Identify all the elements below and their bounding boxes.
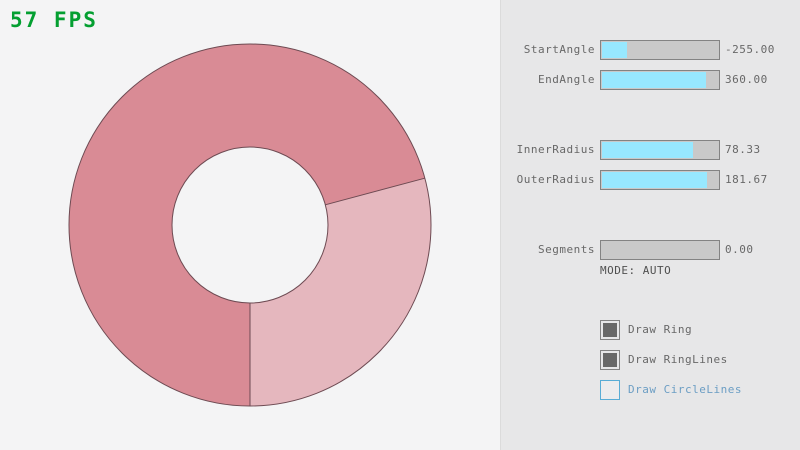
draw-ring-label: Draw Ring [628,323,693,336]
slider-row-end-angle: EndAngle 360.00 [0,70,800,90]
end-angle-label: EndAngle [538,73,595,86]
draw-ring-checkbox-row: Draw Ring [600,320,800,340]
check-mark [603,323,617,337]
slider-row-segments: Segments 0.00 [0,240,800,260]
mode-label: MODE: AUTO [600,264,672,277]
draw-circlelines-checkbox-row: Draw CircleLines [600,380,800,400]
start-angle-slider-fill [602,42,628,58]
end-angle-slider-fill [602,72,707,88]
control-panel [500,0,800,450]
slider-row-inner-radius: InnerRadius 78.33 [0,140,800,160]
check-mark [603,353,617,367]
outer-radius-value: 181.67 [725,173,768,186]
inner-radius-label: InnerRadius [516,143,595,156]
start-angle-value: -255.00 [725,43,775,56]
check-mark [603,383,617,397]
start-angle-slider[interactable] [600,40,720,60]
inner-radius-value: 78.33 [725,143,761,156]
end-angle-slider[interactable] [600,70,720,90]
end-angle-value: 360.00 [725,73,768,86]
slider-row-start-angle: StartAngle -255.00 [0,40,800,60]
segments-slider[interactable] [600,240,720,260]
fps-counter: 57 FPS [10,8,98,32]
draw-ring-checkbox[interactable] [600,320,620,340]
start-angle-label: StartAngle [523,43,595,56]
draw-ringlines-checkbox[interactable] [600,350,620,370]
slider-row-outer-radius: OuterRadius 181.67 [0,170,800,190]
draw-circlelines-checkbox[interactable] [600,380,620,400]
draw-circlelines-label: Draw CircleLines [628,383,742,396]
inner-radius-slider-fill [602,142,693,158]
outer-radius-slider-fill [602,172,708,188]
inner-radius-slider[interactable] [600,140,720,160]
segments-value: 0.00 [725,243,754,256]
outer-radius-slider[interactable] [600,170,720,190]
draw-ringlines-label: Draw RingLines [628,353,728,366]
segments-label: Segments [538,243,595,256]
outer-radius-label: OuterRadius [516,173,595,186]
draw-ringlines-checkbox-row: Draw RingLines [600,350,800,370]
